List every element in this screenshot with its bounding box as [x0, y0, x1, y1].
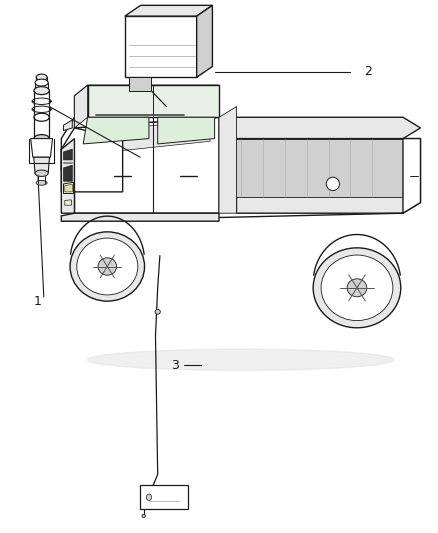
Ellipse shape: [326, 177, 339, 191]
Ellipse shape: [35, 170, 48, 176]
Polygon shape: [125, 16, 197, 77]
Polygon shape: [61, 128, 123, 192]
Polygon shape: [61, 139, 74, 213]
Polygon shape: [65, 184, 72, 192]
Polygon shape: [403, 139, 420, 213]
Ellipse shape: [146, 494, 152, 500]
Polygon shape: [31, 139, 53, 157]
Ellipse shape: [142, 514, 145, 518]
Ellipse shape: [34, 114, 49, 122]
Ellipse shape: [70, 232, 145, 301]
Polygon shape: [219, 117, 420, 139]
Polygon shape: [219, 107, 237, 213]
Polygon shape: [64, 165, 72, 181]
Ellipse shape: [36, 180, 47, 185]
Text: 2: 2: [364, 66, 372, 78]
Polygon shape: [158, 117, 215, 144]
Polygon shape: [197, 5, 212, 77]
Polygon shape: [219, 139, 403, 197]
Ellipse shape: [34, 134, 49, 142]
Polygon shape: [237, 139, 420, 213]
Polygon shape: [83, 117, 149, 144]
Text: 3: 3: [171, 359, 179, 372]
Polygon shape: [125, 5, 212, 16]
Ellipse shape: [88, 349, 394, 370]
Polygon shape: [74, 85, 219, 128]
Ellipse shape: [98, 258, 117, 275]
Polygon shape: [61, 117, 219, 171]
Ellipse shape: [34, 86, 49, 94]
Text: 1: 1: [33, 295, 41, 308]
Polygon shape: [61, 213, 219, 221]
Ellipse shape: [155, 309, 160, 314]
Ellipse shape: [321, 255, 393, 321]
Polygon shape: [74, 117, 219, 213]
Ellipse shape: [347, 279, 367, 297]
Polygon shape: [140, 485, 188, 509]
Polygon shape: [129, 77, 151, 91]
Polygon shape: [105, 120, 210, 152]
Polygon shape: [88, 85, 219, 117]
Ellipse shape: [313, 248, 401, 328]
Polygon shape: [65, 200, 71, 205]
Ellipse shape: [77, 238, 138, 295]
Ellipse shape: [35, 79, 48, 86]
Polygon shape: [74, 85, 88, 128]
Polygon shape: [34, 157, 49, 173]
Polygon shape: [64, 149, 72, 160]
Polygon shape: [64, 120, 72, 131]
Ellipse shape: [36, 74, 47, 80]
Polygon shape: [64, 182, 74, 193]
